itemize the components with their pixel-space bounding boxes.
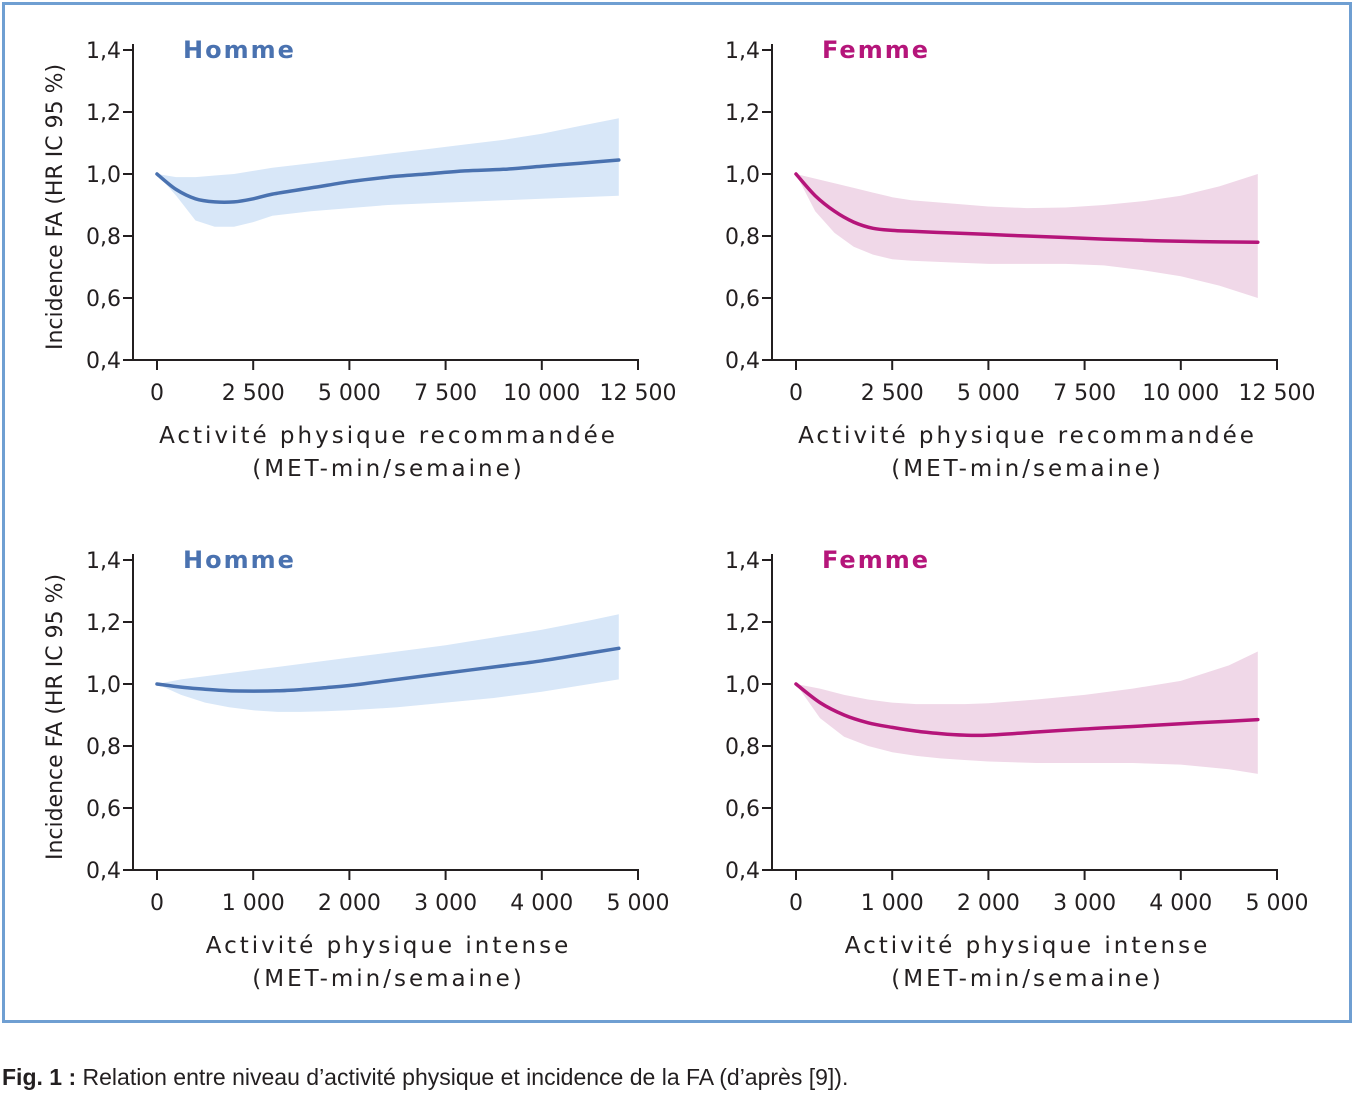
y-tick-label: 1,0	[725, 163, 760, 188]
x-axis-label: Activité physique recommandée	[798, 423, 1257, 449]
x-axis-label: (MET-min/semaine)	[252, 966, 524, 992]
y-tick-label: 0,6	[725, 287, 760, 312]
chart-panel-3: 0,4 0,6 0,8 1,0 1,2 1,4 0 1 000 2 000 3 000 4 000 5…	[43, 546, 669, 992]
y-tick-label: 0,4	[725, 349, 760, 374]
panel-title: Homme	[183, 546, 296, 574]
x-tick-label: 10 000	[503, 381, 580, 406]
x-tick-label: 12 500	[600, 381, 677, 406]
figure-charts: 0,4 0,6 0,8 1,0 1,2 1,4 0 2 500 5 000 7 500 10 000…	[43, 36, 1315, 992]
y-axis-label: Incidence FA (HR IC 95 %)	[43, 64, 68, 350]
x-tick-label: 5 000	[318, 381, 381, 406]
x-axis-label: (MET-min/semaine)	[891, 456, 1163, 482]
x-axis-label: Activité physique intense	[845, 933, 1211, 959]
series-line	[794, 172, 1260, 244]
x-axis-label: Activité physique intense	[206, 933, 572, 959]
x-tick-label: 2 000	[318, 891, 381, 916]
x-tick-label: 3 000	[1053, 891, 1116, 916]
x-tick-label: 2 500	[222, 381, 285, 406]
x-tick-label: 10 000	[1142, 381, 1219, 406]
y-tick-label: 1,0	[86, 673, 121, 698]
x-axis-label: (MET-min/semaine)	[252, 456, 524, 482]
caption-label: Fig. 1 :	[2, 1064, 77, 1090]
x-axis-label: (MET-min/semaine)	[891, 966, 1163, 992]
caption-text: Relation entre niveau d’activité physiqu…	[82, 1064, 849, 1090]
y-tick-label: 0,4	[725, 859, 760, 884]
y-tick-label: 0,6	[725, 797, 760, 822]
x-tick-label: 0	[150, 891, 164, 916]
y-tick-label: 1,4	[725, 549, 760, 574]
y-axis-label: Incidence FA (HR IC 95 %)	[43, 574, 68, 860]
y-tick-label: 0,4	[86, 349, 121, 374]
x-tick-label: 7 500	[414, 381, 477, 406]
figure-caption: Fig. 1 : Relation entre niveau d’activit…	[2, 1064, 848, 1091]
series-line	[155, 646, 621, 693]
x-tick-label: 0	[789, 381, 803, 406]
y-tick-label: 1,0	[725, 673, 760, 698]
y-tick-label: 0,8	[725, 735, 760, 760]
y-tick-label: 0,8	[86, 735, 121, 760]
y-tick-label: 0,8	[86, 225, 121, 250]
y-tick-label: 1,0	[86, 163, 121, 188]
y-tick-label: 0,6	[86, 797, 121, 822]
y-tick-label: 0,4	[86, 859, 121, 884]
y-tick-label: 1,4	[725, 39, 760, 64]
x-axis-label: Activité physique recommandée	[159, 423, 618, 449]
y-tick-label: 1,4	[86, 549, 121, 574]
x-tick-label: 12 500	[1239, 381, 1316, 406]
x-tick-label: 1 000	[861, 891, 924, 916]
x-tick-label: 7 500	[1053, 381, 1116, 406]
x-tick-label: 2 000	[957, 891, 1020, 916]
chart-panel-2: 0,4 0,6 0,8 1,0 1,2 1,4 0 2 500 5 000 7 500 10 000…	[725, 36, 1315, 482]
series-line	[794, 682, 1260, 738]
series-line	[155, 158, 621, 205]
x-tick-label: 5 000	[1246, 891, 1309, 916]
x-tick-label: 4 000	[510, 891, 573, 916]
x-tick-label: 5 000	[607, 891, 670, 916]
y-tick-label: 1,2	[86, 611, 121, 636]
x-tick-label: 0	[150, 381, 164, 406]
x-tick-label: 1 000	[222, 891, 285, 916]
confidence-band	[796, 651, 1258, 774]
y-tick-label: 1,2	[725, 611, 760, 636]
x-tick-label: 0	[789, 891, 803, 916]
x-tick-label: 5 000	[957, 381, 1020, 406]
confidence-band	[157, 614, 619, 712]
figure-frame	[2, 2, 1352, 1023]
y-tick-label: 1,2	[725, 101, 760, 126]
y-tick-label: 1,4	[86, 39, 121, 64]
y-tick-label: 1,2	[86, 101, 121, 126]
x-tick-label: 3 000	[414, 891, 477, 916]
panel-title: Homme	[183, 36, 296, 64]
x-tick-label: 4 000	[1149, 891, 1212, 916]
x-tick-label: 2 500	[861, 381, 924, 406]
y-tick-label: 0,8	[725, 225, 760, 250]
chart-panel-4: 0,4 0,6 0,8 1,0 1,2 1,4 0 1 000 2 000 3 000 4 000 5…	[725, 546, 1308, 992]
y-tick-label: 0,6	[86, 287, 121, 312]
panel-title: Femme	[822, 546, 930, 574]
panel-title: Femme	[822, 36, 930, 64]
confidence-band	[157, 118, 619, 227]
chart-panel-1: 0,4 0,6 0,8 1,0 1,2 1,4 0 2 500 5 000 7 500 10 000…	[43, 36, 676, 482]
